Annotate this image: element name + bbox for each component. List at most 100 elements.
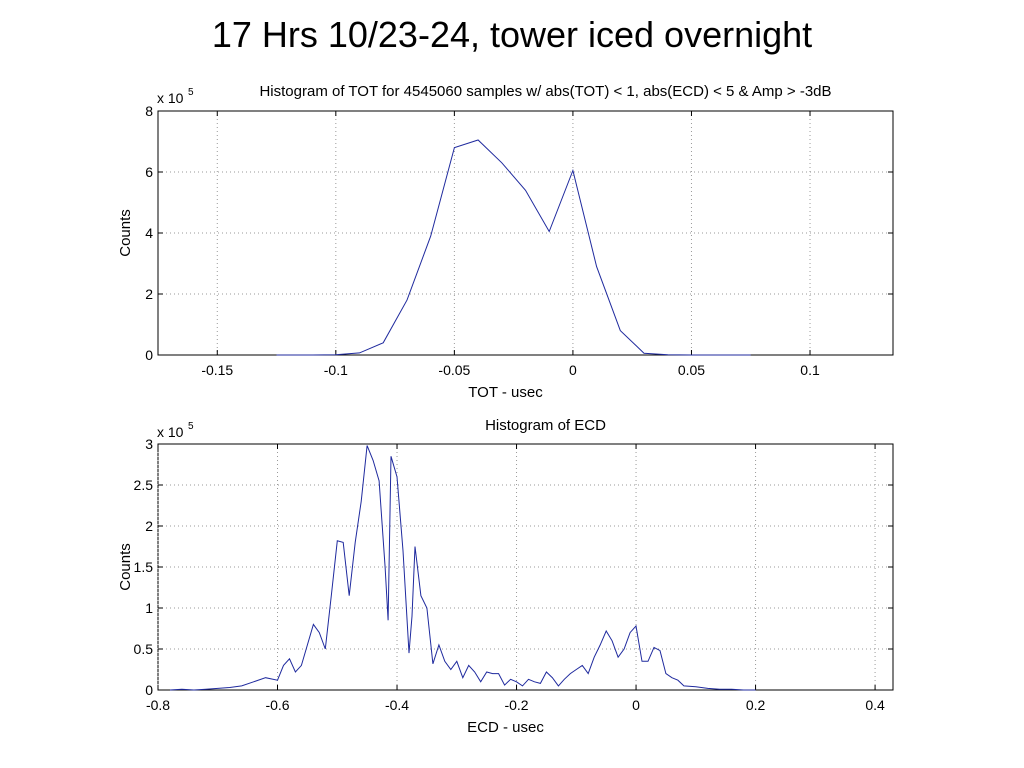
chart-1-x-axis-label: TOT - usec	[468, 384, 543, 401]
chart-2-x-tick-label: -0.4	[385, 697, 409, 713]
chart-2-series-1-point	[438, 644, 439, 645]
chart-1-series-1-point	[738, 354, 739, 355]
chart-2-series-1-point	[205, 689, 206, 690]
chart-2-series-1-point	[307, 644, 308, 645]
chart-1-y-tick-label: 0	[145, 347, 153, 363]
chart-2-series-1-point	[635, 625, 636, 626]
chart-2-series-1-point	[229, 687, 230, 688]
chart-1-x-tick-label: 0.05	[678, 362, 705, 378]
chart-2-series-1-point	[468, 665, 469, 666]
chart-2-series-1-point	[450, 669, 451, 670]
chart-1-series-1-point	[620, 330, 621, 331]
chart-2-series-1-point	[558, 685, 559, 686]
chart-2-series-1-point	[241, 685, 242, 686]
chart-1-series-1-point	[406, 300, 407, 301]
chart-1-x-tick-label: -0.1	[324, 362, 348, 378]
chart-2-series-1-point	[743, 689, 744, 690]
chart-2-series-1-point	[516, 681, 517, 682]
chart-2-series-1-point	[367, 445, 368, 446]
chart-2-series-1-point	[594, 657, 595, 658]
chart-2-series-1-point	[396, 476, 397, 477]
chart-2-y-tick-label: 0	[145, 682, 153, 698]
chart-2-series-1-point	[253, 681, 254, 682]
chart-2-series-1-point	[462, 677, 463, 678]
chart-2-series-1-point	[623, 648, 624, 649]
chart-2-series-1-point	[361, 501, 362, 502]
chart-2-y-tick-label: 2	[145, 518, 153, 534]
chart-1-y-tick-label: 6	[145, 164, 153, 180]
chart-1-x-tick-label: -0.15	[201, 362, 233, 378]
chart-2-series-1-point	[349, 595, 350, 596]
chart-2-series-1-point	[480, 681, 481, 682]
chart-2-series-1-point	[647, 661, 648, 662]
chart-2-y-tick-label: 2.5	[134, 477, 154, 493]
chart-1-series-1-point	[454, 147, 455, 148]
chart-2-series-1-point	[695, 686, 696, 687]
chart-2-series-1-point	[325, 648, 326, 649]
chart-1-series-1-point	[572, 170, 573, 171]
chart-2-series-1-point	[277, 680, 278, 681]
chart-2-series-1-point	[498, 673, 499, 674]
chart-2-series-1-point	[570, 673, 571, 674]
chart-2-series-1-point	[588, 673, 589, 674]
chart-2-series-1-point	[606, 630, 607, 631]
chart-2-title: Histogram of ECD	[485, 417, 606, 434]
chart-2-series-1-point	[319, 632, 320, 633]
chart-2-series-1-point	[528, 679, 529, 680]
chart-2-series-1-point	[474, 671, 475, 672]
chart-2-series-1-point	[582, 665, 583, 666]
chart-2-series-1-point	[755, 689, 756, 690]
chart-2-series-1-point	[426, 607, 427, 608]
chart-2-series-1-point	[671, 677, 672, 678]
chart-2-x-tick-label: 0	[632, 697, 640, 713]
chart-2-series-1-point	[504, 684, 505, 685]
chart-2-series-1-point	[411, 616, 412, 617]
chart-2-series-1-point	[456, 661, 457, 662]
chart-1-series-1-point	[312, 354, 313, 355]
chart-2-y-tick-label: 3	[145, 436, 153, 452]
chart-2-x-tick-label: 0.2	[746, 697, 766, 713]
chart-2-x-tick-label: 0.4	[865, 697, 885, 713]
chart-2-series-1-point	[408, 653, 409, 654]
chart-1-series-1-point	[525, 190, 526, 191]
chart-1-exponent-power: 5	[188, 87, 194, 98]
chart-2-series-1-point	[683, 685, 684, 686]
chart-2-exponent-power: 5	[188, 421, 194, 432]
chart-1-series-1-point	[477, 139, 478, 140]
chart-1-y-tick-label: 4	[145, 225, 153, 241]
chart-2-series-1-point	[289, 658, 290, 659]
chart-1-series-1-line	[276, 139, 751, 356]
chart-2-series-1-point	[402, 550, 403, 551]
chart-2-series-1-point	[193, 689, 194, 690]
chart-1-series-1-point	[667, 354, 668, 355]
chart-2-series-1-point	[719, 689, 720, 690]
chart-2-series-1-point	[283, 665, 284, 666]
chart-2-series-1-point	[217, 688, 218, 689]
chart-2-series-1-point	[337, 540, 338, 541]
chart-2-series-1-point	[659, 650, 660, 651]
chart-1-series-1-point	[691, 354, 692, 355]
chart-2-series-1-point	[387, 620, 388, 621]
chart-2-series-1-point	[384, 566, 385, 567]
chart-2-y-tick-label: 1.5	[134, 559, 154, 575]
chart-2-series-1-point	[612, 640, 613, 641]
chart-1-x-tick-label: 0	[569, 362, 577, 378]
chart-1-y-tick-label: 8	[145, 103, 153, 119]
chart-2-series-1-point	[510, 679, 511, 680]
chart-2-series-1-point	[343, 542, 344, 543]
chart-1-series-1-point	[750, 354, 751, 355]
chart-1-y-tick-label: 2	[145, 286, 153, 302]
chart-2-series-1-point	[653, 647, 654, 648]
chart-2-series-1-point	[486, 671, 487, 672]
chart-2-series-1-point	[540, 683, 541, 684]
chart-1-x-tick-label: 0.1	[800, 362, 820, 378]
chart-1-y-axis-label: Counts	[117, 209, 134, 257]
slide-title: 17 Hrs 10/23-24, tower iced overnight	[211, 14, 813, 55]
chart-2-series-1-point	[707, 688, 708, 689]
chart-1-series-1-point	[549, 231, 550, 232]
chart-2-series-1-point	[414, 546, 415, 547]
chart-2-series-1-point	[641, 661, 642, 662]
chart-2-series-1-point	[546, 671, 547, 672]
chart-2-series-1-point	[355, 542, 356, 543]
chart-2-series-1-point	[181, 689, 182, 690]
